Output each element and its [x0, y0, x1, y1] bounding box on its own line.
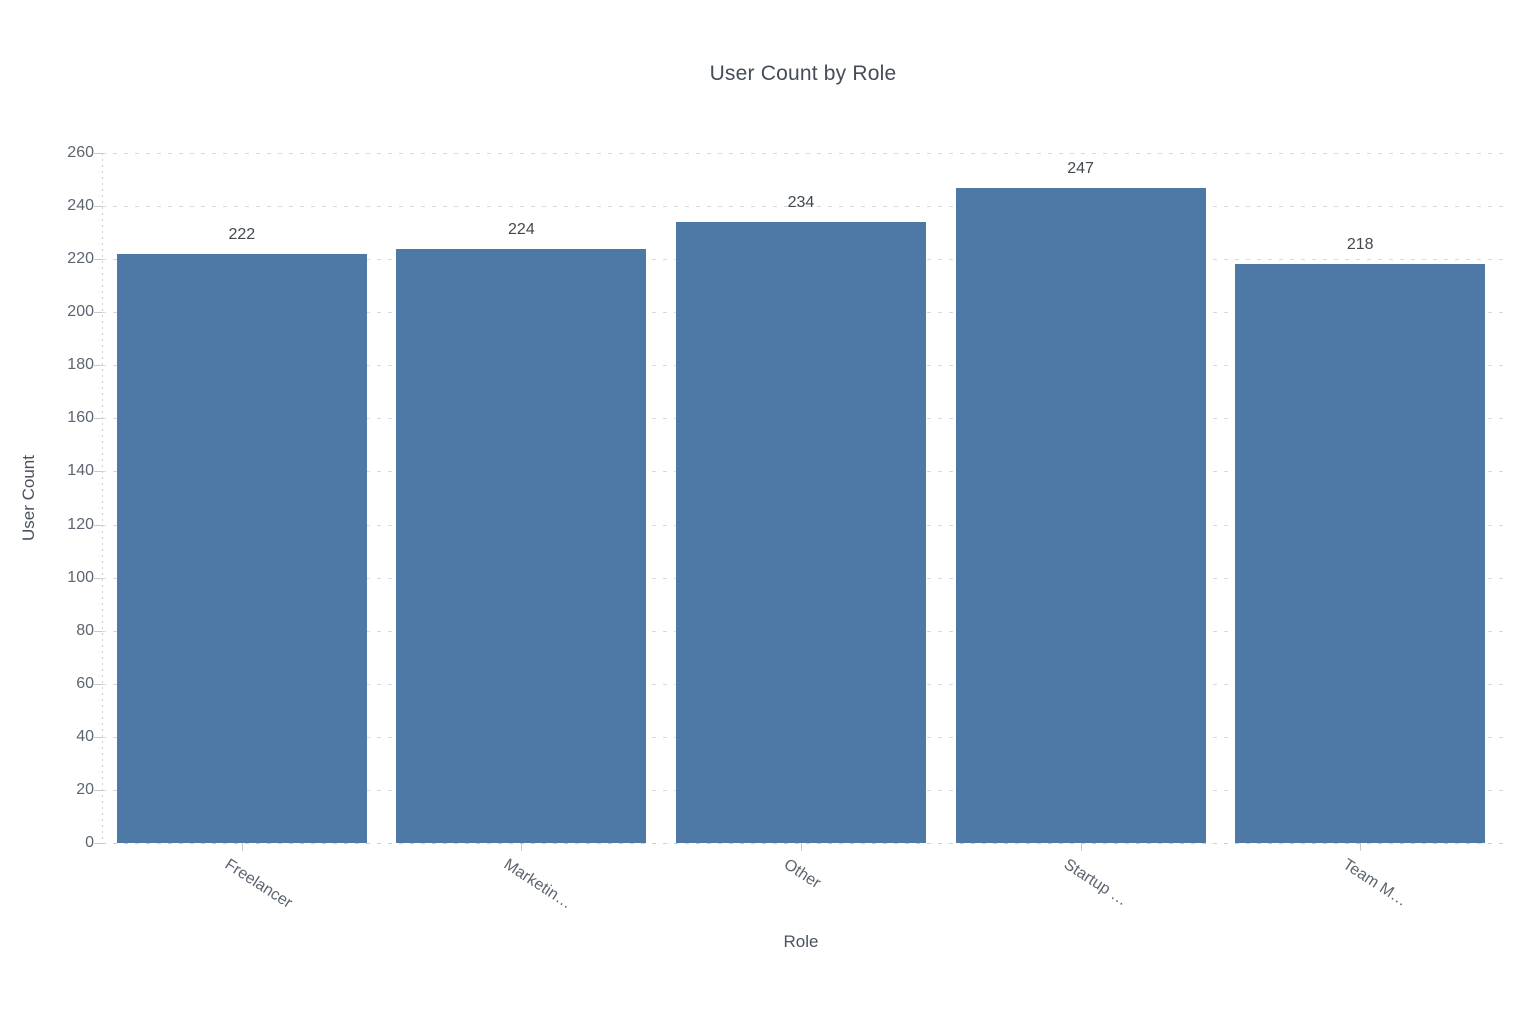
y-axis-title-wrap: User Count: [18, 153, 40, 843]
chart-title: User Count by Role: [709, 62, 897, 85]
y-tick-label: 60: [76, 674, 94, 692]
x-tick-label: Marketin…: [501, 856, 576, 913]
y-axis-tick: [94, 524, 102, 526]
x-axis-title: Role: [783, 932, 819, 951]
y-axis-tick: [94, 630, 102, 632]
gridline: [102, 206, 1507, 208]
y-axis-title: User Count: [19, 455, 39, 541]
bar-team-m-[interactable]: [1235, 264, 1486, 843]
y-tick-label: 0: [85, 834, 94, 851]
y-axis-tick: [94, 683, 102, 685]
y-tick-label: 260: [67, 144, 94, 161]
y-tick-label: 80: [76, 621, 94, 639]
x-axis-tick: [241, 843, 243, 851]
y-axis-tick: [94, 736, 102, 738]
x-axis-tick: [1080, 843, 1082, 851]
y-tick-label: 180: [67, 356, 94, 374]
x-tick-label: Team M…: [1339, 856, 1411, 910]
y-tick-label: 200: [67, 303, 94, 321]
y-axis-tick: [94, 843, 102, 844]
y-tick-label: 160: [67, 409, 94, 427]
y-axis-tick: [94, 418, 102, 420]
x-tick-label: Startup …: [1060, 856, 1131, 910]
y-tick-label: 120: [67, 515, 94, 533]
bar-value-label: 218: [1346, 236, 1374, 254]
y-axis-tick: [94, 312, 102, 314]
x-tick-label: Other: [780, 856, 824, 893]
y-axis-tick: [94, 471, 102, 473]
y-tick-label: 220: [67, 250, 94, 268]
bar-freelancer[interactable]: [116, 253, 367, 843]
y-tick-label: 40: [76, 727, 94, 745]
bar-value-label: 224: [508, 220, 535, 238]
x-axis-tick: [521, 843, 523, 851]
y-axis-tick: [94, 789, 102, 791]
bar-value-label: 234: [787, 194, 815, 211]
y-axis-tick: [94, 259, 102, 261]
x-axis-tick: [1360, 843, 1362, 851]
y-tick-label: 240: [67, 197, 94, 215]
y-axis-tick: [94, 153, 102, 154]
y-tick-label: 20: [76, 780, 94, 798]
x-axis-line: [102, 843, 1507, 844]
bar-other[interactable]: [676, 222, 926, 843]
bar-startup-[interactable]: [955, 187, 1206, 843]
bar-value-label: 247: [1067, 159, 1094, 177]
y-tick-label: 140: [67, 462, 94, 480]
y-axis-tick: [94, 206, 102, 208]
bar-value-label: 222: [228, 225, 256, 243]
y-axis-line: [102, 153, 103, 843]
y-axis-tick: [94, 577, 102, 579]
bar-marketin-[interactable]: [396, 248, 647, 843]
x-tick-label: Freelancer: [221, 856, 295, 912]
y-axis-tick: [94, 365, 102, 367]
gridline: [102, 153, 1507, 154]
x-axis-tick: [801, 843, 802, 851]
y-tick-label: 100: [67, 568, 94, 586]
